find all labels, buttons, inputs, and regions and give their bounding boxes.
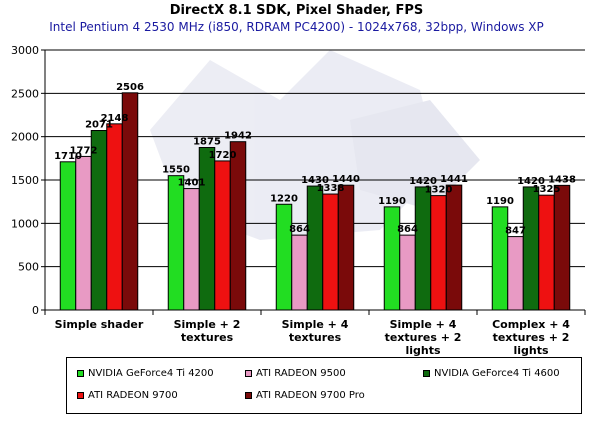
- data-label: 864: [397, 224, 418, 235]
- bar: [183, 188, 200, 311]
- bar: [75, 155, 92, 311]
- data-label: 1550: [162, 165, 190, 176]
- legend-swatch: [245, 369, 252, 377]
- x-category-label: lights: [513, 344, 549, 357]
- legend-label: NVIDIA GeForce4 Ti 4200: [88, 367, 214, 379]
- legend-item: ATI RADEON 9700: [77, 388, 178, 402]
- legend-item: ATI RADEON 9500: [245, 366, 346, 380]
- chart-title: DirectX 8.1 SDK, Pixel Shader, FPS: [169, 3, 424, 18]
- bar: [121, 92, 139, 311]
- x-category-label: lights: [405, 344, 441, 357]
- data-label: 2148: [101, 113, 129, 124]
- legend-swatch: [423, 369, 430, 377]
- bar: [383, 206, 401, 311]
- legend-item: NVIDIA GeForce4 Ti 4600: [423, 366, 560, 380]
- y-tick-label: 3000: [11, 44, 39, 57]
- y-tick-label: 1000: [11, 217, 39, 230]
- bar: [291, 234, 308, 311]
- x-category-label: Complex + 4: [492, 318, 570, 331]
- bar: [507, 236, 524, 311]
- data-label: 1420: [409, 176, 437, 187]
- bar: [553, 184, 571, 311]
- legend-swatch: [245, 391, 252, 399]
- bar: [522, 186, 540, 311]
- bar: [59, 161, 77, 311]
- data-label: 1438: [548, 174, 576, 185]
- data-label: 1190: [378, 196, 406, 207]
- legend-label: NVIDIA GeForce4 Ti 4600: [434, 367, 560, 379]
- bar: [414, 186, 432, 311]
- legend-item: ATI RADEON 9700 Pro: [245, 388, 365, 402]
- data-label: 1325: [533, 184, 561, 195]
- x-category-label: textures: [181, 331, 234, 344]
- legend-swatch: [77, 391, 84, 399]
- bar: [229, 141, 247, 311]
- bar: [491, 206, 509, 311]
- data-label: 2071: [85, 120, 113, 131]
- x-category-label: textures + 2: [385, 331, 462, 344]
- data-label: 1338: [317, 183, 345, 194]
- bar: [337, 184, 355, 311]
- data-label: 1875: [193, 137, 221, 148]
- bar: [399, 234, 416, 311]
- chart-subtitle: Intel Pentium 4 2530 MHz (i850, RDRAM PC…: [49, 20, 544, 34]
- y-tick-label: 2500: [11, 87, 39, 100]
- legend-swatch: [77, 369, 84, 377]
- x-category-label: textures: [289, 331, 342, 344]
- data-label: 1710: [54, 151, 82, 162]
- y-tick-label: 0: [32, 304, 39, 317]
- data-label: 1440: [332, 174, 360, 185]
- legend: NVIDIA GeForce4 Ti 4200 ATI RADEON 9500 NV…: [66, 357, 582, 414]
- x-category-label: Simple shader: [55, 318, 144, 331]
- bar: [90, 130, 108, 311]
- bar: [306, 185, 324, 311]
- data-label: 1441: [440, 174, 468, 185]
- data-label: 1942: [224, 131, 252, 142]
- bar: [322, 193, 339, 311]
- data-label: 864: [289, 224, 310, 235]
- data-label: 1401: [178, 178, 206, 189]
- x-category-label: Simple + 4: [390, 318, 457, 331]
- legend-label: ATI RADEON 9500: [256, 367, 346, 379]
- bar: [538, 194, 555, 311]
- y-tick-label: 1500: [11, 174, 39, 187]
- bar: [275, 203, 293, 311]
- data-label: 1220: [270, 193, 298, 204]
- bar: [214, 160, 231, 311]
- bar: [430, 195, 447, 311]
- bar: [167, 175, 185, 311]
- data-label: 1190: [486, 196, 514, 207]
- data-label: 1430: [301, 175, 329, 186]
- y-tick-label: 500: [18, 261, 39, 274]
- data-label: 1720: [209, 150, 237, 161]
- bar: [445, 184, 463, 311]
- bar: [198, 147, 216, 311]
- data-label: 2506: [116, 82, 144, 93]
- x-category-label: Simple + 2: [174, 318, 241, 331]
- x-category-label: Simple + 4: [282, 318, 349, 331]
- data-label: 1420: [517, 176, 545, 187]
- legend-item: NVIDIA GeForce4 Ti 4200: [77, 366, 214, 380]
- y-tick-label: 2000: [11, 131, 39, 144]
- bar: [106, 123, 123, 311]
- data-label: 847: [505, 226, 526, 237]
- legend-label: ATI RADEON 9700 Pro: [256, 389, 365, 401]
- data-label: 1320: [425, 185, 453, 196]
- x-category-label: textures + 2: [493, 331, 570, 344]
- data-label: 1772: [70, 145, 98, 156]
- legend-label: ATI RADEON 9700: [88, 389, 178, 401]
